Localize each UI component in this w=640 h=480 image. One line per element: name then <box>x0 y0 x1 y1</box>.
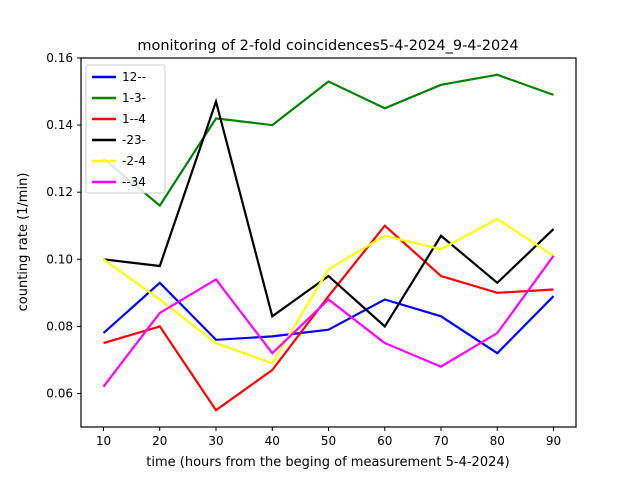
legend-item: 1-3- <box>92 91 146 105</box>
legend-item: 12-- <box>92 70 146 84</box>
x-tick-label: 40 <box>265 434 280 448</box>
legend-label: -23- <box>122 133 146 147</box>
legend-label: 1--4 <box>122 112 146 126</box>
legend-item: 1--4 <box>92 112 146 126</box>
legend-label: --34 <box>122 175 146 189</box>
plot-frame <box>80 57 577 428</box>
legend-box <box>85 64 166 194</box>
x-tick-label: 10 <box>96 434 111 448</box>
y-tick-label: 0.08 <box>46 319 73 333</box>
x-tick-label: 60 <box>377 434 392 448</box>
x-tick-label: 20 <box>152 434 167 448</box>
series-lines <box>102 73 555 412</box>
series-line---34 <box>102 255 555 388</box>
legend-item: -2-4 <box>92 154 146 168</box>
x-tick-label: 90 <box>546 434 561 448</box>
y-tick-label: 0.06 <box>46 386 73 400</box>
series-line-1--4 <box>103 224 554 412</box>
legend-item: -23- <box>92 133 146 147</box>
legend-item: --34 <box>92 175 146 189</box>
y-axis-ticks: 0.06 0.08 0.10 0.12 0.14 0.16 <box>46 51 81 400</box>
x-axis-ticks: 10 20 30 40 50 60 70 80 90 <box>96 427 561 448</box>
legend-label: 12-- <box>122 70 146 84</box>
y-tick-label: 0.10 <box>46 252 73 266</box>
y-tick-label: 0.12 <box>46 185 73 199</box>
series-line--2-4 <box>102 217 555 365</box>
y-axis-label: counting rate (1/min) <box>16 173 31 312</box>
x-tick-label: 70 <box>433 434 448 448</box>
series-line-1-3- <box>102 73 554 208</box>
legend-label: -2-4 <box>122 154 146 168</box>
y-tick-label: 0.16 <box>46 51 73 65</box>
legend: 12-- 1-3- 1--4 -23- -2-4 --34 <box>85 64 166 194</box>
x-tick-label: 30 <box>208 434 223 448</box>
chart-title: monitoring of 2-fold coincidences5-4-202… <box>137 38 518 54</box>
series-line--23- <box>103 97 555 329</box>
x-axis-label: time (hours from the beging of measureme… <box>146 455 509 470</box>
y-tick-label: 0.14 <box>46 118 73 132</box>
x-tick-label: 80 <box>490 434 505 448</box>
legend-label: 1-3- <box>122 91 146 105</box>
x-tick-label: 50 <box>321 434 336 448</box>
